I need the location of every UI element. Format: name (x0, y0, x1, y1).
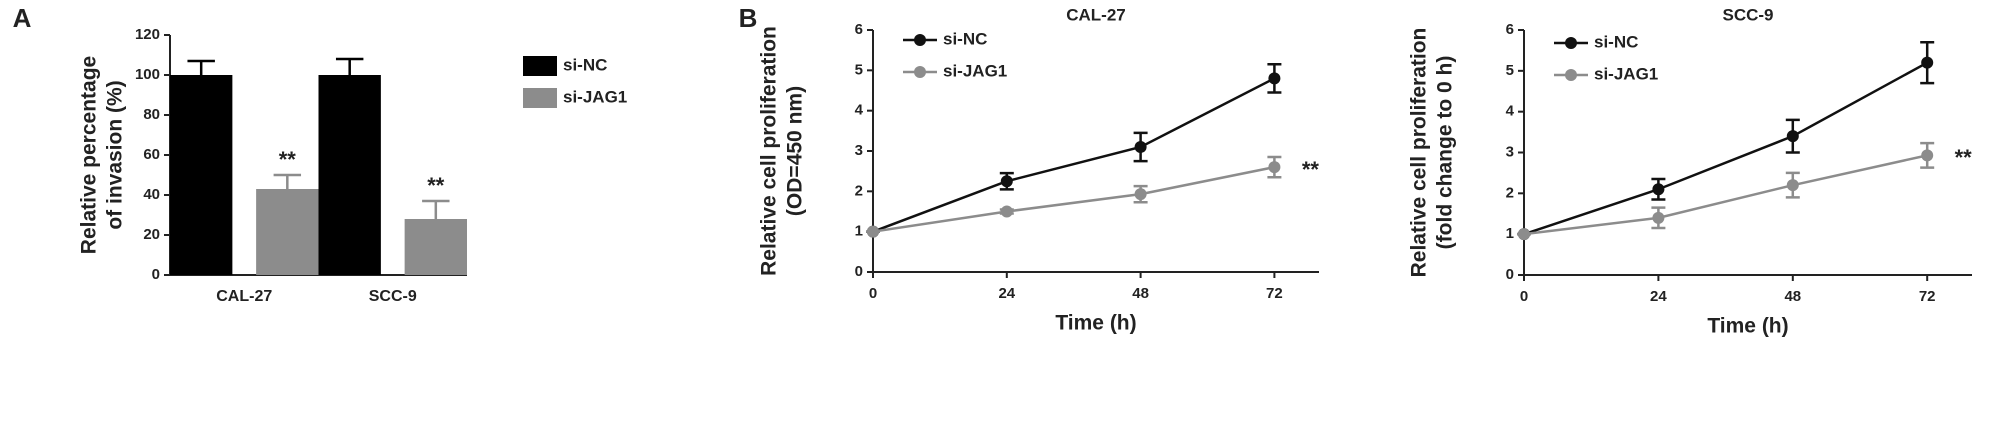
x-tick-label: CAL-27 (216, 288, 272, 305)
legend-marker (914, 66, 926, 78)
x-tick-label: SCC-9 (369, 288, 417, 305)
legend-label: si-JAG1 (1594, 64, 1658, 83)
y-tick-label: 4 (1506, 103, 1515, 120)
error-bar (335, 57, 364, 75)
y-tick-label: 0 (152, 266, 160, 283)
y-tick-label: 6 (855, 21, 863, 38)
x-tick-label: 48 (1132, 285, 1149, 302)
annotation: ** (1955, 145, 1973, 170)
y-tick-label: 60 (143, 146, 160, 163)
y-tick-label: 4 (855, 102, 864, 119)
bar (404, 219, 467, 275)
legend-swatch (523, 88, 557, 108)
y-tick-label: 40 (143, 186, 160, 203)
y-tick-label: 6 (1506, 21, 1514, 38)
y-tick-label: 5 (1506, 62, 1514, 79)
legend-marker (1565, 37, 1577, 49)
y-tick-label: 5 (855, 61, 863, 78)
point (1518, 228, 1530, 241)
y-tick-label: 3 (855, 142, 863, 159)
x-tick-label: 72 (1266, 285, 1283, 302)
legend-label: si-JAG1 (563, 87, 627, 106)
x-tick-label: 0 (869, 285, 877, 302)
y-tick-label: 20 (143, 226, 160, 243)
error-bar (187, 59, 215, 75)
y-tick-label: 100 (135, 66, 160, 83)
point (1134, 140, 1147, 153)
y-tick-label: 0 (855, 263, 863, 280)
point (867, 225, 879, 238)
chart-title: SCC-9 (1722, 5, 1773, 24)
point (1268, 72, 1281, 85)
legend-label: si-NC (943, 29, 987, 48)
x-tick-label: 72 (1919, 288, 1936, 305)
legend-label: si-NC (1594, 32, 1638, 51)
chart-title: CAL-27 (1066, 5, 1126, 24)
y-tick-label: 1 (855, 223, 863, 240)
legend-swatch (523, 56, 557, 76)
point (1786, 130, 1799, 143)
point (1000, 175, 1013, 188)
x-tick-label: 24 (1650, 288, 1667, 305)
y-tick-label: 0 (1506, 266, 1514, 283)
series-line (1523, 154, 1928, 236)
point (1921, 56, 1934, 69)
point (1786, 179, 1799, 192)
bar (318, 75, 381, 275)
y-axis-label: (fold change to 0 h) (1434, 56, 1457, 250)
error-bar (273, 173, 302, 189)
legend-marker (914, 34, 926, 46)
panel-label: B (739, 3, 758, 33)
y-tick-label: 2 (1506, 184, 1514, 201)
y-tick-label: 80 (143, 106, 160, 123)
annotation: ** (427, 173, 445, 198)
point (1000, 205, 1013, 218)
bar (256, 189, 319, 275)
annotation: ** (1302, 157, 1320, 182)
x-tick-label: 0 (1520, 288, 1528, 305)
x-axis-label: Time (h) (1055, 312, 1136, 335)
y-tick-label: 3 (1506, 143, 1514, 160)
point (1134, 188, 1147, 201)
panel-label: A (13, 3, 32, 33)
point (1921, 149, 1934, 162)
series-line (872, 77, 1275, 233)
x-tick-label: 48 (1784, 288, 1801, 305)
y-axis-label: Relative cell proliferation (758, 26, 781, 276)
annotation: ** (279, 147, 297, 172)
point (1268, 161, 1281, 174)
y-axis-label: Relative percentage (78, 56, 101, 254)
x-tick-label: 24 (998, 285, 1015, 302)
x-axis-label: Time (h) (1707, 315, 1788, 338)
legend-marker (1565, 69, 1577, 81)
y-tick-label: 2 (855, 182, 863, 199)
legend-label: si-JAG1 (943, 61, 1007, 80)
error-bar (422, 199, 450, 219)
legend-label: si-NC (563, 55, 607, 74)
bar (170, 75, 233, 275)
y-axis-label: Relative cell proliferation (1408, 28, 1431, 278)
y-tick-label: 1 (1506, 225, 1514, 242)
point (1652, 211, 1665, 224)
y-axis-label: of invasion (%) (104, 80, 127, 229)
series-line (1523, 61, 1928, 236)
y-axis-label: (OD=450 nm) (784, 86, 807, 216)
series-line (872, 165, 1275, 233)
y-tick-label: 120 (135, 26, 160, 43)
point (1652, 183, 1665, 196)
